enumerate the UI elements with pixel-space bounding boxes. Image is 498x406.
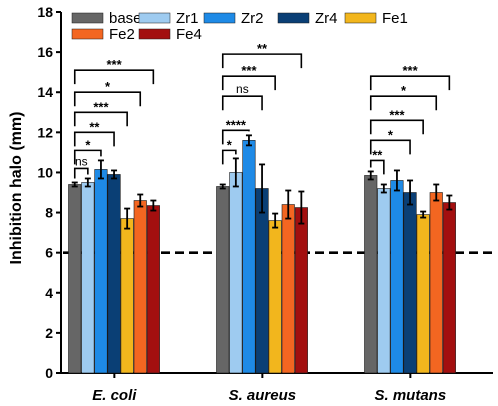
legend-label: Zr4 <box>315 10 338 27</box>
legend-swatch <box>71 28 104 40</box>
y-axis-title: Inhibition halo (mm) <box>8 112 25 265</box>
legend-label: Zr1 <box>176 10 199 27</box>
bar <box>146 205 160 374</box>
significance-bracket <box>369 75 451 91</box>
y-tick-label: 10 <box>37 164 53 180</box>
legend-swatch <box>138 28 171 40</box>
bar <box>120 218 134 374</box>
y-tick-label: 8 <box>45 205 53 221</box>
legend-swatch <box>277 12 310 24</box>
significance-bracket <box>369 159 385 175</box>
significance-bracket <box>73 131 115 147</box>
bar <box>268 220 282 374</box>
significance-bracket <box>73 149 102 165</box>
significance-label: **** <box>226 117 247 132</box>
bar <box>377 188 391 374</box>
bar <box>364 175 378 374</box>
significance-label: *** <box>106 57 122 72</box>
x-category-label: S. aureus <box>229 387 297 404</box>
significance-label: *** <box>402 63 418 78</box>
bar <box>281 204 295 374</box>
bar <box>403 192 417 374</box>
significance-bracket <box>221 129 250 145</box>
y-tick-label: 14 <box>37 84 53 100</box>
significance-label: ** <box>257 41 268 56</box>
y-tick-label: 12 <box>37 124 53 140</box>
legend-label: Zr2 <box>241 10 264 27</box>
bar <box>81 182 95 374</box>
significance-bracket <box>221 95 263 111</box>
significance-label: *** <box>389 107 405 122</box>
significance-bracket <box>73 69 155 85</box>
bar <box>429 192 443 374</box>
significance-label: *** <box>241 63 257 78</box>
x-category-label: E. coli <box>92 387 137 404</box>
bar <box>229 172 243 374</box>
significance-label: ns <box>236 82 249 96</box>
significance-bracket <box>73 91 142 107</box>
significance-bracket <box>369 95 438 111</box>
legend-swatch <box>71 12 104 24</box>
significance-label: * <box>85 137 91 152</box>
y-tick-label: 18 <box>37 4 53 20</box>
bar <box>416 214 430 374</box>
bar <box>68 184 82 374</box>
x-category-label: S. mutans <box>375 387 447 404</box>
bar <box>216 186 230 374</box>
legend-label: base <box>109 10 142 27</box>
y-tick-label: 16 <box>37 44 53 60</box>
y-tick-label: 4 <box>45 285 53 301</box>
significance-label: *** <box>93 99 109 114</box>
significance-label: ** <box>89 119 100 134</box>
bar <box>255 188 269 374</box>
bar <box>390 180 404 374</box>
significance-label: * <box>388 127 394 142</box>
significance-bracket <box>221 53 303 69</box>
significance-bracket <box>73 111 128 127</box>
legend-swatch <box>203 12 236 24</box>
legend-label: Fe1 <box>382 10 408 27</box>
significance-label: ns <box>75 154 88 168</box>
significance-label: * <box>227 137 233 152</box>
y-tick-label: 0 <box>45 365 53 381</box>
significance-bracket <box>221 75 276 91</box>
significance-label: ** <box>372 147 383 162</box>
legend-swatch <box>138 12 171 24</box>
bar <box>133 200 147 374</box>
significance-bracket <box>369 139 411 155</box>
significance-bracket <box>369 119 424 135</box>
significance-bracket <box>73 167 89 179</box>
significance-bracket <box>221 149 237 165</box>
bar <box>94 169 108 374</box>
bar <box>442 202 456 374</box>
y-tick-label: 6 <box>45 245 53 261</box>
bar <box>294 207 308 374</box>
bar <box>107 174 121 374</box>
y-tick-label: 2 <box>45 325 53 341</box>
legend-swatch <box>344 12 377 24</box>
significance-label: * <box>401 83 407 98</box>
legend-label: Fe2 <box>109 26 135 43</box>
legend-label: Fe4 <box>176 26 202 43</box>
significance-label: * <box>105 79 111 94</box>
bar <box>242 140 256 374</box>
